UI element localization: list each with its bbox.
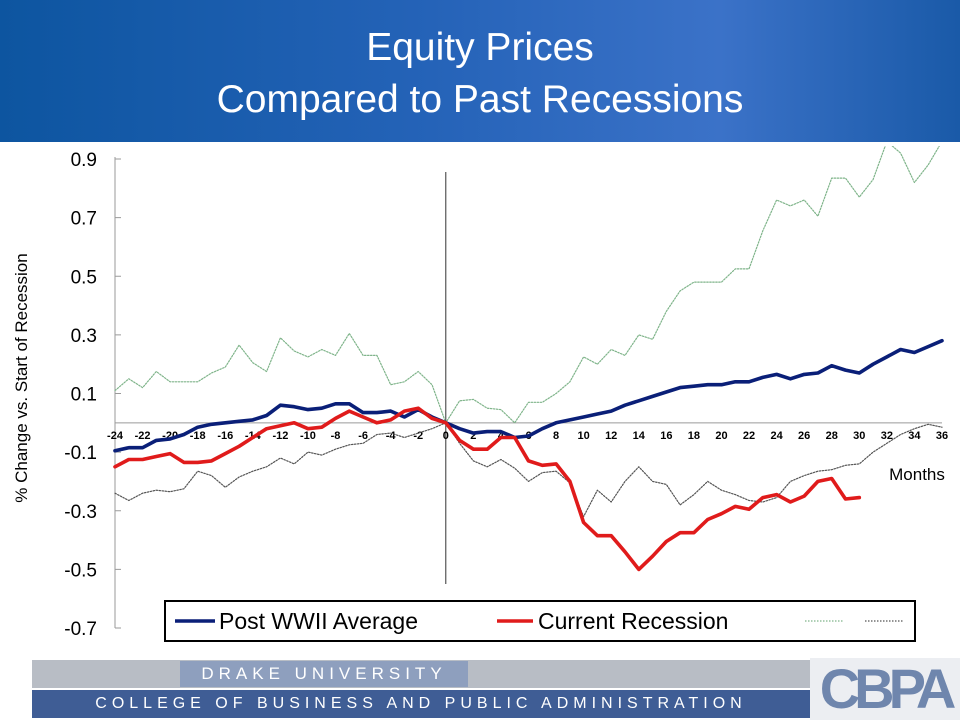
x-tick-label: 16: [660, 430, 672, 442]
legend-label-0: Post WWII Average: [219, 608, 418, 634]
x-tick-label: 30: [853, 430, 865, 442]
college-band: COLLEGE OF BUSINESS AND PUBLIC ADMINISTR…: [32, 690, 810, 718]
x-tick-label: 24: [770, 430, 783, 442]
cbpa-logo-text: CBPA: [819, 657, 957, 720]
university-name-band: DRAKE UNIVERSITY: [180, 661, 468, 687]
series-group: [113, 146, 944, 572]
y-tick-label: -0.3: [64, 502, 97, 523]
footer: DRAKE UNIVERSITY COLLEGE OF BUSINESS AND…: [0, 658, 960, 720]
x-tick-label: 28: [826, 430, 838, 442]
title-bar: Equity Prices Compared to Past Recession…: [0, 0, 960, 142]
x-tick-label: -10: [300, 430, 316, 442]
y-tick-label: 0.1: [71, 385, 97, 406]
y-tick-label: -0.5: [64, 560, 97, 581]
y-tick-label: 0.7: [71, 209, 97, 230]
y-tick-label: -0.1: [64, 443, 97, 464]
x-tick-label: -8: [331, 430, 341, 442]
x-tick-label: -12: [272, 430, 288, 442]
cbpa-logo: CBPA: [810, 658, 960, 720]
x-tick-label: 20: [715, 430, 727, 442]
x-tick-label: -22: [135, 430, 151, 442]
y-tick-label: 0.5: [71, 267, 97, 288]
series-line-3: [114, 422, 943, 518]
x-tick-label: -2: [413, 430, 423, 442]
x-tick-label: -6: [358, 430, 368, 442]
x-tick-label: 10: [578, 430, 590, 442]
x-axis-title: Months: [889, 465, 945, 484]
x-tick-label: 22: [743, 430, 755, 442]
x-tick-label: 14: [633, 430, 646, 442]
x-tick-label: 0: [443, 430, 449, 442]
y-axis-title: % Change vs. Start of Recession: [12, 253, 31, 502]
legend-box: [164, 600, 916, 642]
slide-title-line-1: Equity Prices: [366, 26, 594, 69]
x-tick-label: -16: [217, 430, 233, 442]
x-tick-label: -24: [107, 430, 124, 442]
x-tick-label: 26: [798, 430, 810, 442]
x-tick-label: -4: [386, 430, 397, 442]
university-name: DRAKE UNIVERSITY: [201, 664, 447, 683]
x-tick-label: 34: [908, 430, 921, 442]
college-name: COLLEGE OF BUSINESS AND PUBLIC ADMINISTR…: [95, 695, 747, 712]
legend-label-1: Current Recession: [538, 608, 728, 634]
y-tick-label: 0.9: [71, 150, 97, 171]
equity-prices-chart: -0.7 -0.5 -0.3 -0.1 0.1 0.3 0.5 0.7 0.9 -24 -22 -2 0…: [12, 146, 948, 642]
slide-title-line-2: Compared to Past Recessions: [216, 78, 744, 121]
y-tick-label: -0.7: [64, 619, 97, 640]
x-tick-label: 2: [470, 430, 476, 442]
x-tick-label: 18: [688, 430, 700, 442]
y-tick-label: 0.3: [71, 326, 97, 347]
x-tick-label: -18: [190, 430, 206, 442]
series-line-2: [114, 146, 940, 424]
x-tick-label: 36: [936, 430, 948, 442]
series-line-1: [113, 406, 862, 572]
x-tick-label: 8: [553, 430, 559, 442]
series-line-0: [113, 338, 944, 453]
x-tick-label: 12: [605, 430, 617, 442]
x-tick-label: 32: [881, 430, 893, 442]
